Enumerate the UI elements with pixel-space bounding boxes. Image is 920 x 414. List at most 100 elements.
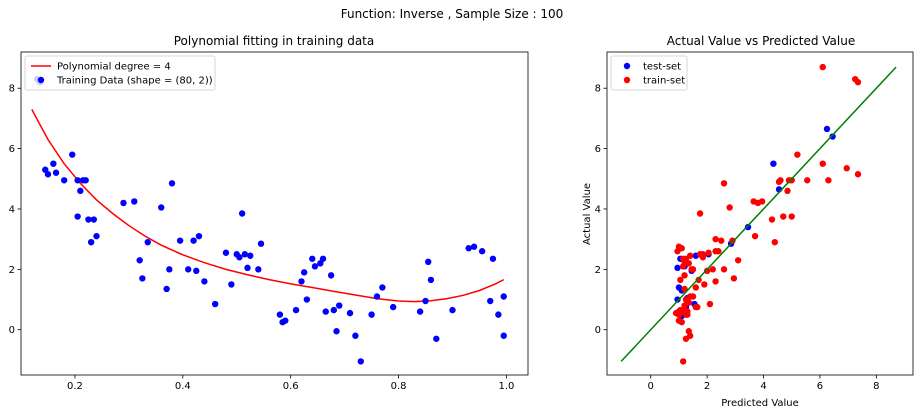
- left-series-1-point: [309, 255, 316, 262]
- right-series-1-point: [677, 276, 684, 284]
- left-series-1-point: [158, 204, 165, 211]
- left-plot-area: [31, 75, 507, 365]
- left-axes-frame: [20, 51, 529, 376]
- right-series-1-point: [825, 177, 832, 184]
- left-legend-label: Training Data (shape = (80, 2)): [56, 76, 213, 87]
- right-series-1-point: [682, 311, 690, 318]
- left-legend-box: [24, 55, 216, 91]
- right-series-1-point: [679, 358, 687, 365]
- left-xtick-label: 0.2: [67, 381, 83, 392]
- right-series-1-point: [720, 266, 728, 273]
- right-ytick-label: 8: [595, 84, 601, 95]
- right-series-1-point: [712, 235, 719, 243]
- left-series-1-point: [139, 275, 146, 282]
- right-series-1-point: [695, 276, 702, 284]
- left-series-1-point: [82, 177, 89, 184]
- right-series-1-point: [681, 285, 688, 293]
- left-series-1-point: [389, 303, 397, 311]
- right-axes-frame: [606, 51, 914, 376]
- left-series-1-point: [300, 269, 308, 276]
- right-legend-label: train-set: [643, 76, 685, 87]
- left-series-1-point: [131, 198, 138, 205]
- right-series-1-point: [706, 300, 714, 308]
- left-series-1-point: [74, 177, 81, 184]
- right-series-1-point: [685, 299, 692, 306]
- left-legend: Polynomial degree = 4 Training Data (shap…: [24, 55, 216, 91]
- left-series-1-point: [193, 267, 200, 275]
- right-series-1-point: [785, 177, 793, 184]
- left-legend-dot-marker: [37, 76, 45, 84]
- right-series-1-point: [788, 213, 795, 220]
- right-axes-ticks: 0 2 4 6 8 0 2 4 6 8: [595, 84, 880, 392]
- left-series-1-point: [427, 276, 435, 284]
- left-series-1-point: [373, 293, 381, 300]
- right-legend-box: [610, 55, 688, 91]
- left-series-1-point: [185, 266, 192, 273]
- left-series-1-point: [465, 245, 472, 252]
- right-series-1-point: [681, 272, 688, 279]
- left-series-1-point: [201, 278, 208, 285]
- right-series-1-point: [794, 151, 801, 158]
- left-series-1-point: [379, 284, 386, 291]
- left-series-1-point: [478, 248, 486, 255]
- left-series-1-point: [50, 160, 57, 167]
- right-ytick-label: 0: [595, 325, 601, 336]
- left-series-1-point: [292, 306, 300, 314]
- right-series-1-point: [687, 293, 694, 300]
- right-series-1-point: [682, 335, 690, 342]
- left-series-1-point: [144, 238, 151, 246]
- right-series-1-point: [804, 177, 811, 184]
- left-ytick-label: 4: [9, 204, 15, 215]
- right-series-1-point: [674, 248, 681, 255]
- right-series-1-point: [729, 237, 736, 244]
- left-series-1-point: [368, 311, 375, 318]
- left-series-1-point: [44, 171, 52, 178]
- left-series-1-point: [85, 216, 92, 223]
- left-series-1-point: [255, 266, 262, 273]
- left-series-1-point: [120, 199, 127, 207]
- left-series-1-point: [87, 238, 95, 246]
- left-series-1-point: [500, 332, 507, 339]
- left-series-1-point: [303, 296, 311, 303]
- left-series-1-point: [77, 187, 84, 195]
- left-series-1-point: [238, 210, 246, 217]
- left-series-1-point: [298, 278, 305, 285]
- right-series-0-point: [744, 223, 752, 231]
- right-series-1-point: [854, 171, 862, 178]
- left-series-1-point: [311, 263, 319, 270]
- right-series-0-point: [770, 160, 777, 167]
- left-series-1-point: [195, 232, 203, 240]
- right-series-1-point: [692, 284, 700, 291]
- right-legend-dot-marker: [623, 62, 631, 70]
- right-series-1-point: [819, 160, 826, 167]
- right-series-1-point: [780, 213, 787, 220]
- left-xtick-label: 1.0: [498, 381, 514, 392]
- left-series-1-point: [228, 281, 235, 288]
- right-series-1-point: [705, 249, 712, 256]
- left-series-1-point: [90, 216, 98, 223]
- left-ytick-label: 2: [9, 265, 15, 276]
- left-series-1-point: [322, 308, 329, 315]
- right-series-1-point: [771, 238, 779, 246]
- right-axes-xlabel: Predicted Value: [721, 398, 799, 409]
- right-series-1-point: [699, 251, 707, 258]
- left-series-1-point: [449, 306, 456, 314]
- right-xtick-label: 6: [817, 381, 823, 392]
- left-series-1-point: [166, 266, 173, 273]
- left-ytick-label: 8: [9, 84, 15, 95]
- right-axes-ylabel: Actual Value: [582, 183, 593, 245]
- right-series-1-point: [734, 257, 742, 264]
- right-series-1-point: [712, 248, 719, 255]
- right-series-1-point: [709, 266, 716, 273]
- right-plot-area: [620, 63, 897, 365]
- right-series-1-point: [775, 178, 783, 185]
- left-series-1-point: [190, 237, 197, 244]
- right-legend-label: test-set: [643, 62, 681, 73]
- right-series-1-point: [720, 180, 728, 187]
- left-series-1-point: [247, 252, 254, 259]
- right-series-1-point: [768, 216, 776, 223]
- right-series-1-point: [819, 63, 826, 71]
- left-axes-title: Polynomial fitting in training data: [174, 34, 374, 48]
- left-series-1-point: [257, 240, 265, 247]
- left-series-1-point: [60, 177, 68, 184]
